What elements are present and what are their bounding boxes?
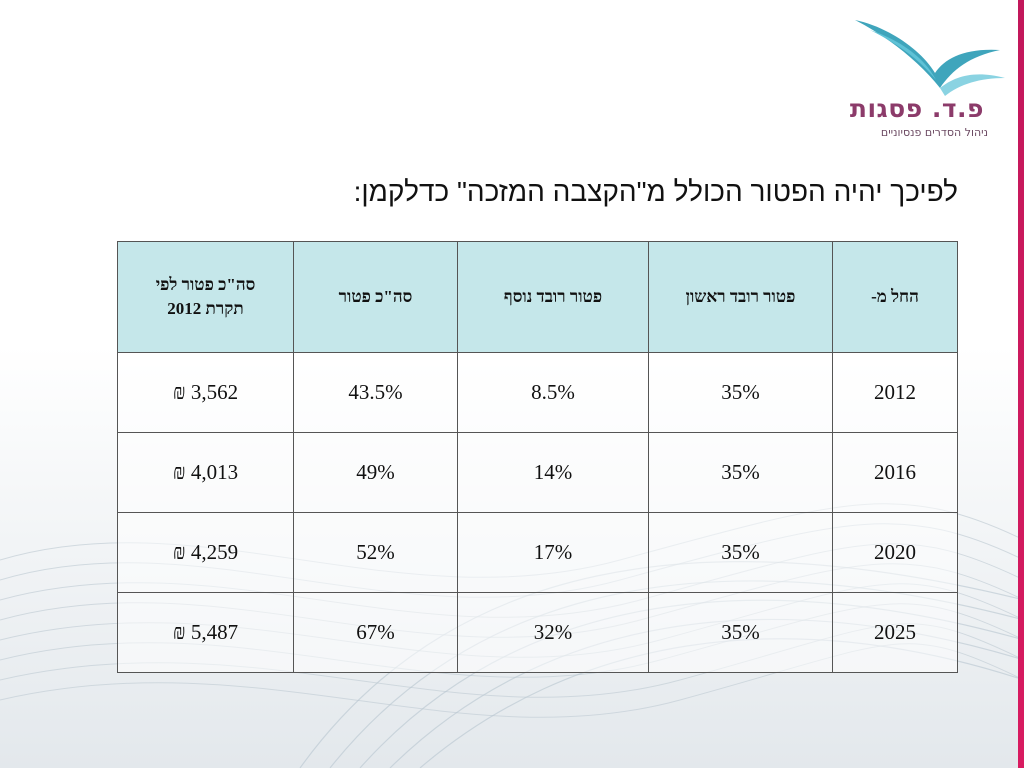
table-row: 2020 35% 17% 52% 4,259 ₪ <box>117 512 958 593</box>
page-heading: לפיכך יהיה הפטור הכולל מ"הקצבה המזכה" כד… <box>353 176 958 207</box>
cell-extra-tier: 17% <box>457 512 649 593</box>
header-total: סה"כ פטור <box>293 241 458 353</box>
cell-first-tier: 35% <box>648 352 833 433</box>
header-first-tier: פטור רובד ראשון <box>648 241 833 353</box>
cell-year: 2016 <box>832 432 958 513</box>
header-by-2012-line2: תקרת 2012 <box>167 299 244 318</box>
right-accent-bar <box>1018 0 1024 768</box>
header-by-2012-line1: סה"כ פטור לפי <box>155 275 256 294</box>
cell-year: 2020 <box>832 512 958 593</box>
table-header-row: החל מ- פטור רובד ראשון פטור רובד נוסף סה… <box>117 241 958 353</box>
cell-first-tier: 35% <box>648 512 833 593</box>
cell-total: 49% <box>293 432 458 513</box>
header-extra-tier: פטור רובד נוסף <box>457 241 649 353</box>
table-row: 2012 35% 8.5% 43.5% 3,562 ₪ <box>117 352 958 433</box>
header-by-2012-cap: סה"כ פטור לפי תקרת 2012 <box>117 241 294 353</box>
cell-total: 43.5% <box>293 352 458 433</box>
company-logo: פ.ד. פסגות ניהול הסדרים פנסיוניים <box>840 18 1010 143</box>
cell-total: 52% <box>293 512 458 593</box>
cell-by-2012: 4,259 ₪ <box>117 512 294 593</box>
cell-extra-tier: 32% <box>457 592 649 673</box>
logo-subtitle: ניהול הסדרים פנסיוניים <box>880 126 988 139</box>
cell-by-2012: 4,013 ₪ <box>117 432 294 513</box>
cell-by-2012: 3,562 ₪ <box>117 352 294 433</box>
cell-year: 2025 <box>832 592 958 673</box>
cell-total: 67% <box>293 592 458 673</box>
header-year: החל מ- <box>832 241 958 353</box>
cell-first-tier: 35% <box>648 592 833 673</box>
cell-extra-tier: 14% <box>457 432 649 513</box>
cell-year: 2012 <box>832 352 958 433</box>
table-row: 2016 35% 14% 49% 4,013 ₪ <box>117 432 958 513</box>
cell-by-2012: 5,487 ₪ <box>117 592 294 673</box>
exemption-table: החל מ- פטור רובד ראשון פטור רובד נוסף סה… <box>117 241 958 673</box>
bird-icon <box>855 20 1005 96</box>
logo-title: פ.ד. פסגות <box>849 94 984 123</box>
cell-extra-tier: 8.5% <box>457 352 649 433</box>
table-row: 2025 35% 32% 67% 5,487 ₪ <box>117 592 958 673</box>
cell-first-tier: 35% <box>648 432 833 513</box>
